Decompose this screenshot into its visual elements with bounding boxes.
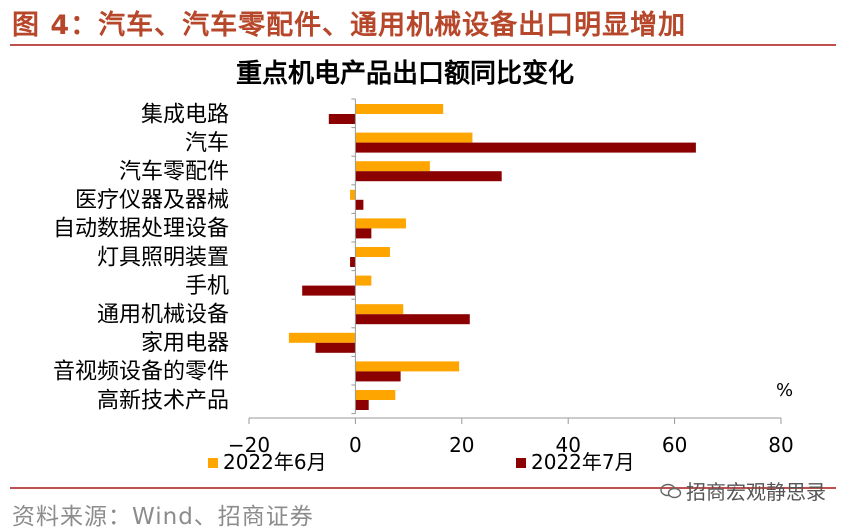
bar-jul-0 bbox=[328, 114, 356, 124]
bar-jun-10 bbox=[355, 390, 396, 400]
bar-jul-8 bbox=[315, 342, 356, 353]
bar-jun-9 bbox=[355, 361, 460, 372]
bar-jun-6 bbox=[355, 275, 372, 286]
category-label: 高新技术产品 bbox=[97, 388, 229, 413]
category-label: 通用机械设备 bbox=[97, 303, 229, 328]
bar-jun-3 bbox=[350, 189, 356, 200]
bar-jun-1 bbox=[355, 132, 473, 143]
bar-jul-9 bbox=[355, 371, 401, 382]
footer-divider bbox=[10, 487, 836, 489]
x-tick-label: 20 bbox=[449, 433, 474, 457]
source-note: 资料来源：Wind、招商证券 bbox=[12, 504, 314, 530]
bar-jun-4 bbox=[355, 218, 406, 229]
category-label: 灯具照明装置 bbox=[97, 245, 229, 270]
wechat-icon bbox=[660, 483, 682, 498]
bar-jul-4 bbox=[355, 228, 372, 239]
bars-group bbox=[288, 104, 696, 410]
category-labels: 集成电路汽车汽车零配件医疗仪器及器械自动数据处理设备灯具照明装置手机通用机械设备… bbox=[53, 102, 229, 413]
bar-jun-7 bbox=[355, 304, 404, 315]
x-tick-label: 40 bbox=[555, 433, 580, 457]
watermark: 招商宏观静思录 bbox=[660, 476, 826, 505]
watermark-text: 招商宏观静思录 bbox=[686, 480, 826, 504]
bar-jul-10 bbox=[355, 400, 369, 410]
x-tick-label: 60 bbox=[662, 433, 687, 457]
category-label: 医疗仪器及器械 bbox=[75, 188, 229, 213]
bar-jul-3 bbox=[355, 199, 364, 210]
figure-title: 图 4：汽车、汽车零配件、通用机械设备出口明显增加 bbox=[12, 10, 687, 41]
legend-label-1: 2022年7月 bbox=[531, 450, 635, 474]
legend-label-0: 2022年6月 bbox=[223, 450, 327, 474]
category-label: 汽车 bbox=[185, 131, 229, 156]
bar-jul-2 bbox=[355, 171, 502, 182]
x-tick-label: 0 bbox=[349, 433, 362, 457]
bar-jun-5 bbox=[355, 247, 390, 257]
category-label: 集成电路 bbox=[141, 102, 229, 127]
unit-label: % bbox=[776, 380, 793, 401]
bar-jul-7 bbox=[355, 314, 470, 325]
category-label: 音视频设备的零件 bbox=[53, 360, 229, 385]
x-tick-label: 80 bbox=[768, 433, 793, 457]
legend-swatch-1 bbox=[516, 458, 526, 468]
tick-labels: −20 0 20 40 60 80 bbox=[228, 433, 794, 457]
category-label: 手机 bbox=[185, 274, 229, 299]
bar-jul-5 bbox=[350, 257, 356, 267]
bar-jul-1 bbox=[355, 142, 696, 153]
legend-swatch-0 bbox=[208, 458, 218, 468]
bar-jul-6 bbox=[302, 285, 356, 296]
legend: 2022年6月 2022年7月 bbox=[208, 450, 635, 474]
axes-group bbox=[248, 98, 782, 424]
x-tick-label: −20 bbox=[228, 433, 270, 457]
category-label: 汽车零配件 bbox=[119, 160, 229, 185]
title-divider bbox=[10, 44, 836, 46]
bar-jun-8 bbox=[288, 332, 356, 343]
chart-title: 重点机电产品出口额同比变化 bbox=[236, 58, 574, 89]
category-label: 自动数据处理设备 bbox=[53, 217, 229, 242]
category-label: 家用电器 bbox=[141, 331, 229, 356]
bar-jun-2 bbox=[355, 161, 430, 172]
bar-jun-0 bbox=[355, 104, 444, 114]
